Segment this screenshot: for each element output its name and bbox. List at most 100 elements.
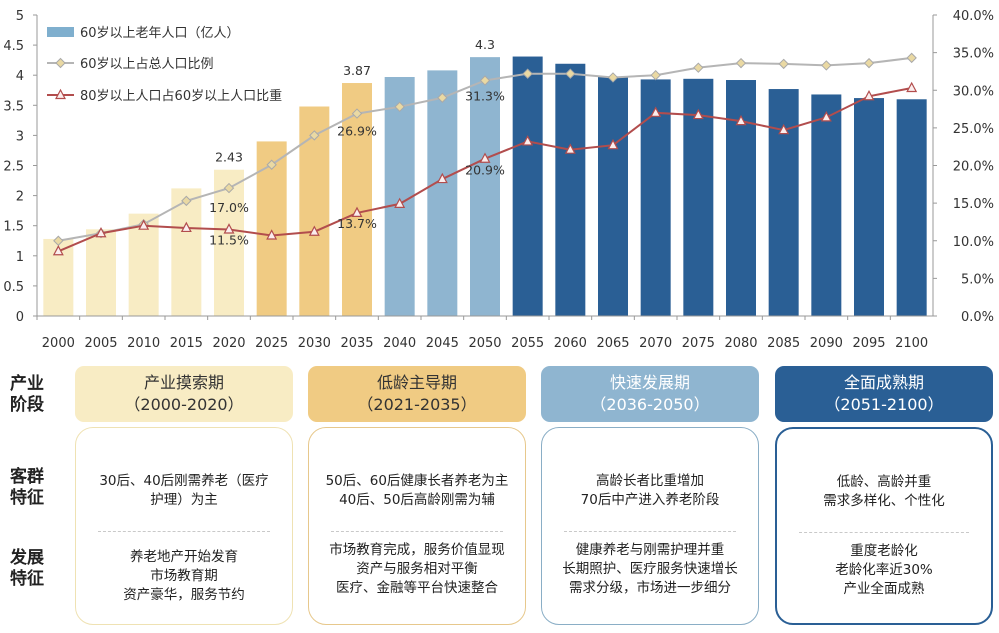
line-value-label: 31.3%	[465, 88, 505, 103]
bar-value-label: 2.43	[215, 150, 243, 165]
x-tick-label: 2040	[383, 336, 416, 351]
point-marker	[863, 89, 875, 101]
x-tick-label: 2000	[42, 336, 75, 351]
x-tick-label: 2065	[596, 336, 629, 351]
point-marker	[607, 138, 619, 150]
point-marker	[607, 72, 619, 83]
data-labels: 2.43 3.87 4.3 17.0% 26.9% 31.3% 11.5% 13.7% 20.9…	[209, 37, 505, 247]
legend-label: 60岁以上占总人口比例	[80, 57, 214, 72]
point-marker	[906, 81, 918, 93]
stage-name: 全面成熟期	[843, 373, 924, 392]
x-tick-label: 2090	[810, 336, 843, 351]
aging-chart: 0 0.5 1 1.5 2 2.5 3 3.5 4 4.5 5 0.0% 5.0% 10.0% 15.0% 2…	[3, 9, 994, 351]
customer-text: 低龄、高龄并重 需求多样化、个性化	[823, 474, 945, 509]
develop-text: 市场教育完成，服务价值显现 资产与服务相对平衡 医疗、金融等平台快速整合	[329, 542, 505, 596]
bar-value-label: 4.3	[475, 37, 495, 52]
point-marker	[95, 226, 107, 238]
stage-name: 快速发展期	[609, 373, 690, 392]
point-marker	[437, 92, 448, 103]
point-marker	[266, 229, 278, 240]
x-tick-label: 2050	[468, 336, 501, 351]
y-left-tick-label: 4.5	[3, 39, 24, 54]
stage-card-young-old: 50后、60后健康长者养老为主 40后、50后高龄刚需为辅 市场教育完成，服务价…	[308, 427, 526, 625]
stage-name: 产业摸索期	[143, 373, 224, 392]
bar	[598, 77, 628, 316]
line-series	[52, 52, 918, 256]
y-left-tick-label: 0.5	[3, 280, 24, 295]
x-tick-label: 2010	[127, 336, 160, 351]
point-marker	[394, 197, 406, 208]
develop-text: 健康养老与刚需护理并重 长期照护、医疗服务快速增长 需求分级，市场进一步细分	[562, 542, 738, 596]
point-marker	[308, 225, 320, 236]
y-left-tick-label: 3	[16, 129, 24, 144]
customer-text: 30后、40后刚需养老（医疗 护理）为主	[99, 473, 269, 508]
row-label-customer: 客群 特征	[10, 467, 44, 508]
y-right-tick-label: 20.0%	[953, 160, 994, 175]
line-value-label: 17.0%	[209, 200, 249, 215]
bar	[214, 169, 244, 316]
bar	[555, 63, 586, 317]
legend-marker	[55, 88, 66, 100]
y-right-tick-label: 5.0%	[961, 272, 994, 287]
y-right-tick-label: 30.0%	[953, 84, 994, 99]
y-right-tick-label: 10.0%	[953, 235, 994, 250]
stage-period: （2036-2050）	[590, 395, 710, 414]
point-marker	[223, 182, 235, 194]
divider	[564, 531, 736, 532]
bar	[512, 56, 543, 317]
customer-text: 高龄长者比重增加 70后中产进入养老阶段	[580, 473, 720, 508]
x-tick-label: 2070	[639, 336, 672, 351]
point-marker	[906, 52, 917, 64]
point-marker	[692, 108, 704, 120]
x-tick-label: 2075	[682, 336, 715, 351]
point-marker	[778, 123, 790, 135]
point-marker	[863, 57, 875, 69]
develop-text: 养老地产开始发育 市场教育期 资产豪华，服务节约	[123, 549, 245, 603]
bar	[470, 57, 500, 316]
y-right-tick-label: 35.0%	[953, 47, 994, 62]
x-tick-label: 2095	[852, 336, 885, 351]
point-marker	[436, 172, 448, 184]
x-tick-label: 2085	[767, 336, 800, 351]
point-marker	[351, 108, 363, 119]
point-marker	[309, 130, 320, 141]
axes: 0 0.5 1 1.5 2 2.5 3 3.5 4 4.5 5 0.0% 5.0% 10.0% 15.0% 2…	[3, 9, 994, 351]
point-marker	[223, 223, 235, 234]
bar	[811, 94, 842, 317]
line-value-label: 11.5%	[209, 232, 249, 247]
x-tick-label: 2060	[554, 336, 587, 351]
y-left-tick-label: 0	[16, 310, 24, 325]
point-marker	[693, 62, 704, 73]
bar	[427, 70, 458, 316]
x-tick-label: 2055	[511, 336, 544, 351]
divider	[331, 531, 503, 532]
point-marker	[735, 114, 747, 126]
point-marker	[564, 143, 576, 154]
x-tick-label: 2100	[895, 336, 928, 351]
y-right-tick-label: 0.0%	[961, 310, 994, 325]
point-marker	[650, 69, 661, 81]
point-marker	[821, 60, 832, 71]
stage-period: （2000-2020）	[124, 395, 244, 414]
line-value-label: 13.7%	[337, 216, 377, 231]
bar	[640, 79, 671, 316]
row-label-develop: 发展 特征	[10, 548, 44, 589]
legend-marker	[55, 57, 66, 69]
legend-swatch-bar	[47, 27, 74, 37]
y-left-tick-label: 4	[16, 69, 24, 84]
point-marker	[52, 245, 64, 256]
bar	[896, 99, 927, 316]
y-left-tick-label: 3.5	[3, 99, 24, 114]
stage-header-mature: 全面成熟期 （2051-2100）	[775, 366, 993, 422]
bar	[171, 188, 202, 316]
stage-period: （2051-2100）	[824, 395, 944, 414]
stage-card-exploration: 30后、40后刚需养老（医疗 护理）为主 养老地产开始发育 市场教育期 资产豪华…	[75, 427, 293, 625]
y-left-tick-label: 2	[16, 190, 24, 205]
bar	[768, 89, 799, 317]
bar-value-label: 3.87	[343, 63, 371, 78]
customer-text: 50后、60后健康长者养老为主 40后、50后高龄刚需为辅	[325, 473, 509, 508]
bar-series	[43, 56, 927, 317]
point-marker	[565, 68, 576, 79]
y-left-tick-label: 5	[16, 9, 24, 24]
legend-label: 60岁以上老年人口（亿人）	[80, 26, 240, 41]
